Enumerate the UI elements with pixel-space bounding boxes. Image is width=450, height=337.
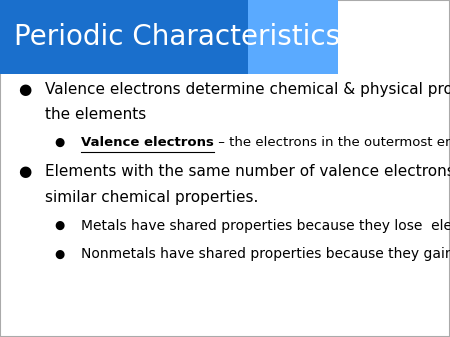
- Text: ●: ●: [54, 248, 64, 261]
- Text: the elements: the elements: [45, 107, 146, 122]
- Text: ●: ●: [54, 136, 64, 149]
- FancyBboxPatch shape: [248, 0, 338, 74]
- Text: – the electrons in the outermost energy level: – the electrons in the outermost energy …: [214, 136, 450, 149]
- Text: Valence electrons determine chemical & physical properties of: Valence electrons determine chemical & p…: [45, 82, 450, 97]
- FancyBboxPatch shape: [0, 0, 338, 74]
- Text: ●: ●: [54, 219, 64, 232]
- Text: Periodic Characteristics: Periodic Characteristics: [14, 23, 340, 51]
- Text: Metals have shared properties because they lose  electrons: Metals have shared properties because th…: [81, 219, 450, 233]
- Text: ●: ●: [18, 164, 31, 179]
- Text: Elements with the same number of valence electrons will have: Elements with the same number of valence…: [45, 164, 450, 179]
- Text: ●: ●: [18, 82, 31, 97]
- Text: similar chemical properties.: similar chemical properties.: [45, 190, 258, 205]
- Text: Valence electrons: Valence electrons: [81, 136, 214, 149]
- Text: Nonmetals have shared properties because they gain electrons: Nonmetals have shared properties because…: [81, 247, 450, 262]
